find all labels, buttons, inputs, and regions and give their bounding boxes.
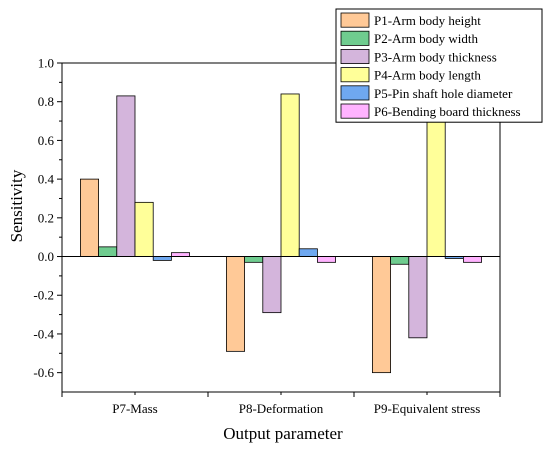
x-category-label: P7-Mass [112,401,158,416]
legend-label: P1-Arm body height [374,13,481,28]
bar-3-1 [371,256,391,374]
bar-1-1 [80,178,100,257]
bar-3-3 [408,256,428,339]
bar-2-6 [316,256,336,263]
legend-swatch [340,12,370,28]
bar-2-3 [262,256,282,314]
legend-swatch [340,85,370,101]
x-category-label: P9-Equivalent stress [374,401,481,416]
y-tick-label: 0.0 [38,249,54,264]
bar-2-1 [225,256,245,352]
bar-2-2 [244,256,264,263]
legend-box [335,8,543,123]
bar-3-4 [426,120,446,257]
bar-1-4 [134,201,154,257]
bars-group [80,93,482,374]
y-axis-ticks: -0.6 -0.4 -0.2 0.0 0.2 0.4 0.6 0.8 1.0 [33,56,62,380]
y-tick-label: 0.8 [38,94,54,109]
bar-1-2 [98,246,118,257]
legend-label: P2-Arm body width [374,31,479,46]
x-axis-label: Output parameter [223,424,343,443]
legend-label: P5-Pin shaft hole diameter [374,86,513,101]
y-axis-label: Sensitivity [7,169,26,242]
bar-2-4 [280,93,300,257]
bar-3-2 [390,256,410,265]
x-category-label: P8-Deformation [239,401,324,416]
legend-swatch [340,67,370,83]
legend-label: P6-Bending board thickness [374,104,521,119]
y-tick-label: -0.6 [33,365,54,380]
bar-1-3 [116,95,136,257]
legend-label: P4-Arm body length [374,68,481,83]
legend: P1-Arm body height P2-Arm body width P3-Ar… [335,8,543,123]
y-tick-label: 0.6 [38,133,55,148]
bar-1-6 [170,252,190,257]
y-tick-label: 1.0 [38,56,54,71]
y-tick-label: -0.2 [33,288,54,303]
y-tick-label: 0.2 [38,210,54,225]
bar-2-5 [298,248,318,257]
x-axis-ticks: P7-Mass P8-Deformation P9-Equivalent stres… [61,392,501,416]
bar-3-6 [462,256,482,263]
y-tick-label: 0.4 [38,172,55,187]
legend-swatch [340,103,370,119]
bar-1-5 [152,256,172,261]
y-tick-label: -0.4 [33,326,54,341]
legend-label: P3-Arm body thickness [374,49,497,64]
legend-swatch [340,30,370,46]
legend-swatch [340,49,370,65]
